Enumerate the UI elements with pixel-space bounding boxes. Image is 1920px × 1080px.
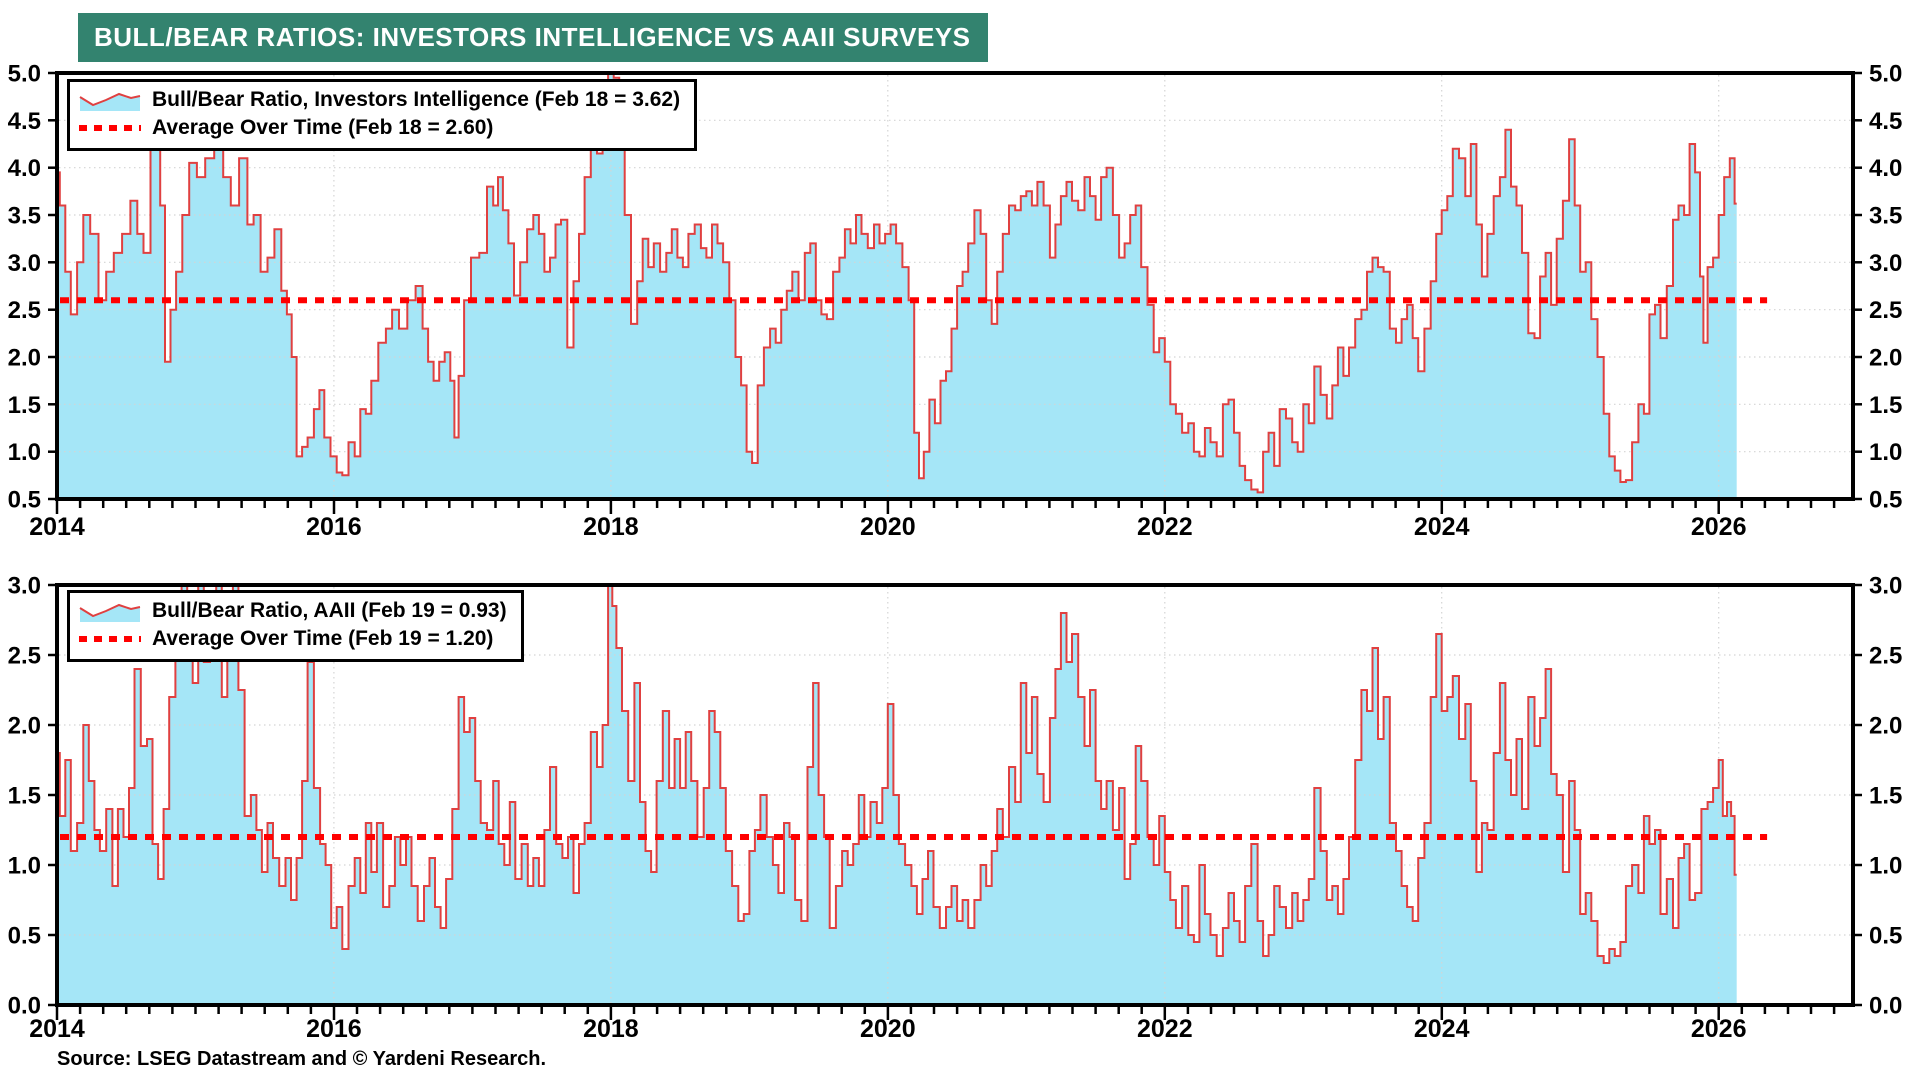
svg-text:2.0: 2.0 (1869, 713, 1902, 740)
svg-text:4.5: 4.5 (1869, 108, 1902, 135)
svg-text:2020: 2020 (860, 513, 916, 541)
svg-text:1.0: 1.0 (8, 439, 41, 466)
source-attribution: Source: LSEG Datastream and © Yardeni Re… (57, 1048, 547, 1070)
svg-text:0.5: 0.5 (1869, 487, 1902, 514)
svg-text:3.5: 3.5 (8, 203, 41, 230)
gridlines (59, 587, 1851, 1003)
svg-text:2.5: 2.5 (1869, 643, 1902, 670)
svg-text:2022: 2022 (1137, 513, 1193, 541)
svg-text:2.0: 2.0 (1869, 345, 1902, 372)
legend-label-average: Average Over Time (Feb 19 = 1.20) (152, 627, 494, 650)
svg-text:2.5: 2.5 (8, 297, 41, 324)
legend-investors-intelligence: Bull/Bear Ratio, Investors Intelligence … (67, 79, 698, 151)
legend-label-average: Average Over Time (Feb 18 = 2.60) (152, 116, 494, 139)
svg-text:3.0: 3.0 (8, 250, 41, 277)
svg-text:0.5: 0.5 (8, 923, 41, 950)
svg-text:0.5: 0.5 (1869, 923, 1902, 950)
gridlines (59, 75, 1851, 497)
svg-text:3.0: 3.0 (1869, 250, 1902, 277)
bull-bear-ratio-aaii-line (57, 585, 1737, 964)
legend-item-average: Average Over Time (Feb 18 = 2.60) (79, 114, 680, 142)
dotted-average-swatch-icon (79, 125, 141, 131)
chart-title-banner: BULL/BEAR RATIOS: INVESTORS INTELLIGENCE… (78, 13, 989, 62)
svg-text:1.5: 1.5 (8, 783, 41, 810)
legend-item-series: Bull/Bear Ratio, Investors Intelligence … (79, 86, 680, 114)
svg-text:2.5: 2.5 (8, 643, 41, 670)
area-series-swatch-icon (79, 92, 141, 111)
bull-bear-ratio-investors-intelligence-line (57, 73, 1737, 494)
svg-text:3.0: 3.0 (8, 575, 41, 600)
svg-text:2018: 2018 (583, 1015, 639, 1043)
svg-text:1.0: 1.0 (1869, 439, 1902, 466)
svg-text:1.0: 1.0 (8, 853, 41, 880)
y-axis-labels: 0.5 0.5 1.0 1.0 1.5 1.5 2.0 2.0 2.5 2.5 3.0 3.0 3.5 3… (8, 61, 1903, 514)
svg-text:2026: 2026 (1691, 513, 1747, 541)
svg-text:1.5: 1.5 (1869, 392, 1902, 419)
legend-label-series: Bull/Bear Ratio, AAII (Feb 19 = 0.93) (152, 599, 507, 622)
dotted-average-swatch-icon (79, 636, 141, 642)
svg-text:2020: 2020 (860, 1015, 916, 1043)
svg-text:2.0: 2.0 (8, 345, 41, 372)
legend-aaii: Bull/Bear Ratio, AAII (Feb 19 = 0.93) Av… (67, 590, 524, 662)
svg-text:3.5: 3.5 (1869, 203, 1902, 230)
y-axis-labels: 0.0 0.0 0.5 0.5 1.0 1.0 1.5 1.5 2.0 2.0 2.5 2.5 3.0 3… (8, 575, 1903, 1020)
svg-text:3.0: 3.0 (1869, 575, 1902, 600)
svg-text:2016: 2016 (306, 1015, 362, 1043)
svg-text:0.0: 0.0 (1869, 993, 1902, 1020)
page-title: BULL/BEAR RATIOS: INVESTORS INTELLIGENCE… (94, 22, 971, 52)
svg-text:2024: 2024 (1414, 1015, 1470, 1043)
svg-text:2016: 2016 (306, 513, 362, 541)
svg-text:4.0: 4.0 (1869, 155, 1902, 182)
svg-text:2.5: 2.5 (1869, 297, 1902, 324)
svg-text:1.5: 1.5 (8, 392, 41, 419)
axis-ticks (48, 583, 1862, 1020)
x-axis-labels: 2014 2016 2018 2020 2022 2024 2026 (29, 513, 1746, 541)
area-series-swatch-icon (79, 603, 141, 622)
plot-frame (55, 71, 1855, 501)
svg-text:4.0: 4.0 (8, 155, 41, 182)
svg-text:0.0: 0.0 (8, 993, 41, 1020)
svg-text:2024: 2024 (1414, 513, 1470, 541)
bull-bear-ratio-investors-intelligence-area (57, 73, 1737, 499)
x-axis-labels: 2014 2016 2018 2020 2022 2024 2026 (29, 1015, 1746, 1043)
svg-text:2026: 2026 (1691, 1015, 1747, 1043)
svg-text:1.5: 1.5 (1869, 783, 1902, 810)
legend-item-series: Bull/Bear Ratio, AAII (Feb 19 = 0.93) (79, 597, 507, 625)
svg-text:1.0: 1.0 (1869, 853, 1902, 880)
svg-text:0.5: 0.5 (8, 487, 41, 514)
aaii-chart: 0.0 0.0 0.5 0.5 1.0 1.0 1.5 1.5 2.0 2.0 2.5 2.5 3.0 3… (8, 575, 1903, 1043)
svg-text:2.0: 2.0 (8, 713, 41, 740)
plot-frame (55, 583, 1855, 1007)
svg-text:2022: 2022 (1137, 1015, 1193, 1043)
svg-text:2014: 2014 (29, 513, 85, 541)
svg-text:4.5: 4.5 (8, 108, 41, 135)
svg-text:5.0: 5.0 (8, 61, 41, 88)
axis-ticks (48, 71, 1862, 514)
svg-text:2014: 2014 (29, 1015, 85, 1043)
svg-text:2018: 2018 (583, 513, 639, 541)
legend-label-series: Bull/Bear Ratio, Investors Intelligence … (152, 88, 681, 111)
svg-text:5.0: 5.0 (1869, 61, 1902, 88)
legend-item-average: Average Over Time (Feb 19 = 1.20) (79, 625, 507, 653)
investors-intelligence-chart: 0.5 0.5 1.0 1.0 1.5 1.5 2.0 2.0 2.5 2.5 3.0 3.0 3.5 3… (8, 61, 1903, 542)
